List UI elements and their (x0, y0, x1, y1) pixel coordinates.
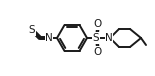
Text: S: S (29, 25, 35, 35)
Text: N: N (45, 33, 53, 43)
Text: S: S (93, 33, 99, 43)
Text: N: N (105, 33, 113, 43)
Text: O: O (94, 47, 102, 57)
Text: O: O (94, 19, 102, 29)
